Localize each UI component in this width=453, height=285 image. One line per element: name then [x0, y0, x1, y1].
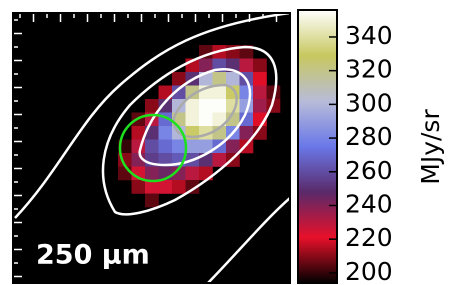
colorbar-tick-label: 320 — [345, 55, 393, 84]
pixel — [253, 72, 267, 86]
pixel — [132, 180, 146, 194]
pixel — [253, 99, 267, 113]
pixel — [213, 72, 227, 86]
pixel — [186, 167, 200, 181]
pixel — [145, 140, 159, 154]
colorbar-tick-label: 280 — [345, 122, 393, 151]
colorbar-tick-label: 260 — [345, 156, 393, 185]
pixel — [253, 59, 267, 73]
band-label: 250 μm — [36, 240, 150, 271]
pixel — [213, 86, 227, 100]
pixel — [199, 113, 213, 127]
pixel — [199, 99, 213, 113]
colorbar-tick-label: 220 — [345, 223, 393, 252]
pixel — [226, 72, 240, 86]
colorbar-tick-label: 340 — [345, 21, 393, 50]
pixel — [172, 140, 186, 154]
pixel — [159, 140, 173, 154]
pixel — [186, 99, 200, 113]
pixel — [145, 167, 159, 181]
colorbar-tick-label: 240 — [345, 189, 393, 218]
pixel — [159, 180, 173, 194]
pixel — [213, 99, 227, 113]
pixel — [145, 194, 159, 208]
colorbar — [298, 10, 337, 283]
pixel — [118, 167, 132, 181]
colorbar-label: MJy/sr — [416, 109, 445, 185]
pixel — [253, 86, 267, 100]
pixel — [159, 126, 173, 140]
colorbar-tick-label: 200 — [345, 257, 393, 285]
colorbar-tick-label: 300 — [345, 88, 393, 117]
pixel — [172, 180, 186, 194]
pixel — [186, 140, 200, 154]
figure: 250 μm 200 220 240 260 280 300 320 340 MJy/sr — [0, 0, 453, 285]
pixel — [186, 113, 200, 127]
pixel — [226, 140, 240, 154]
pixel — [240, 59, 254, 73]
